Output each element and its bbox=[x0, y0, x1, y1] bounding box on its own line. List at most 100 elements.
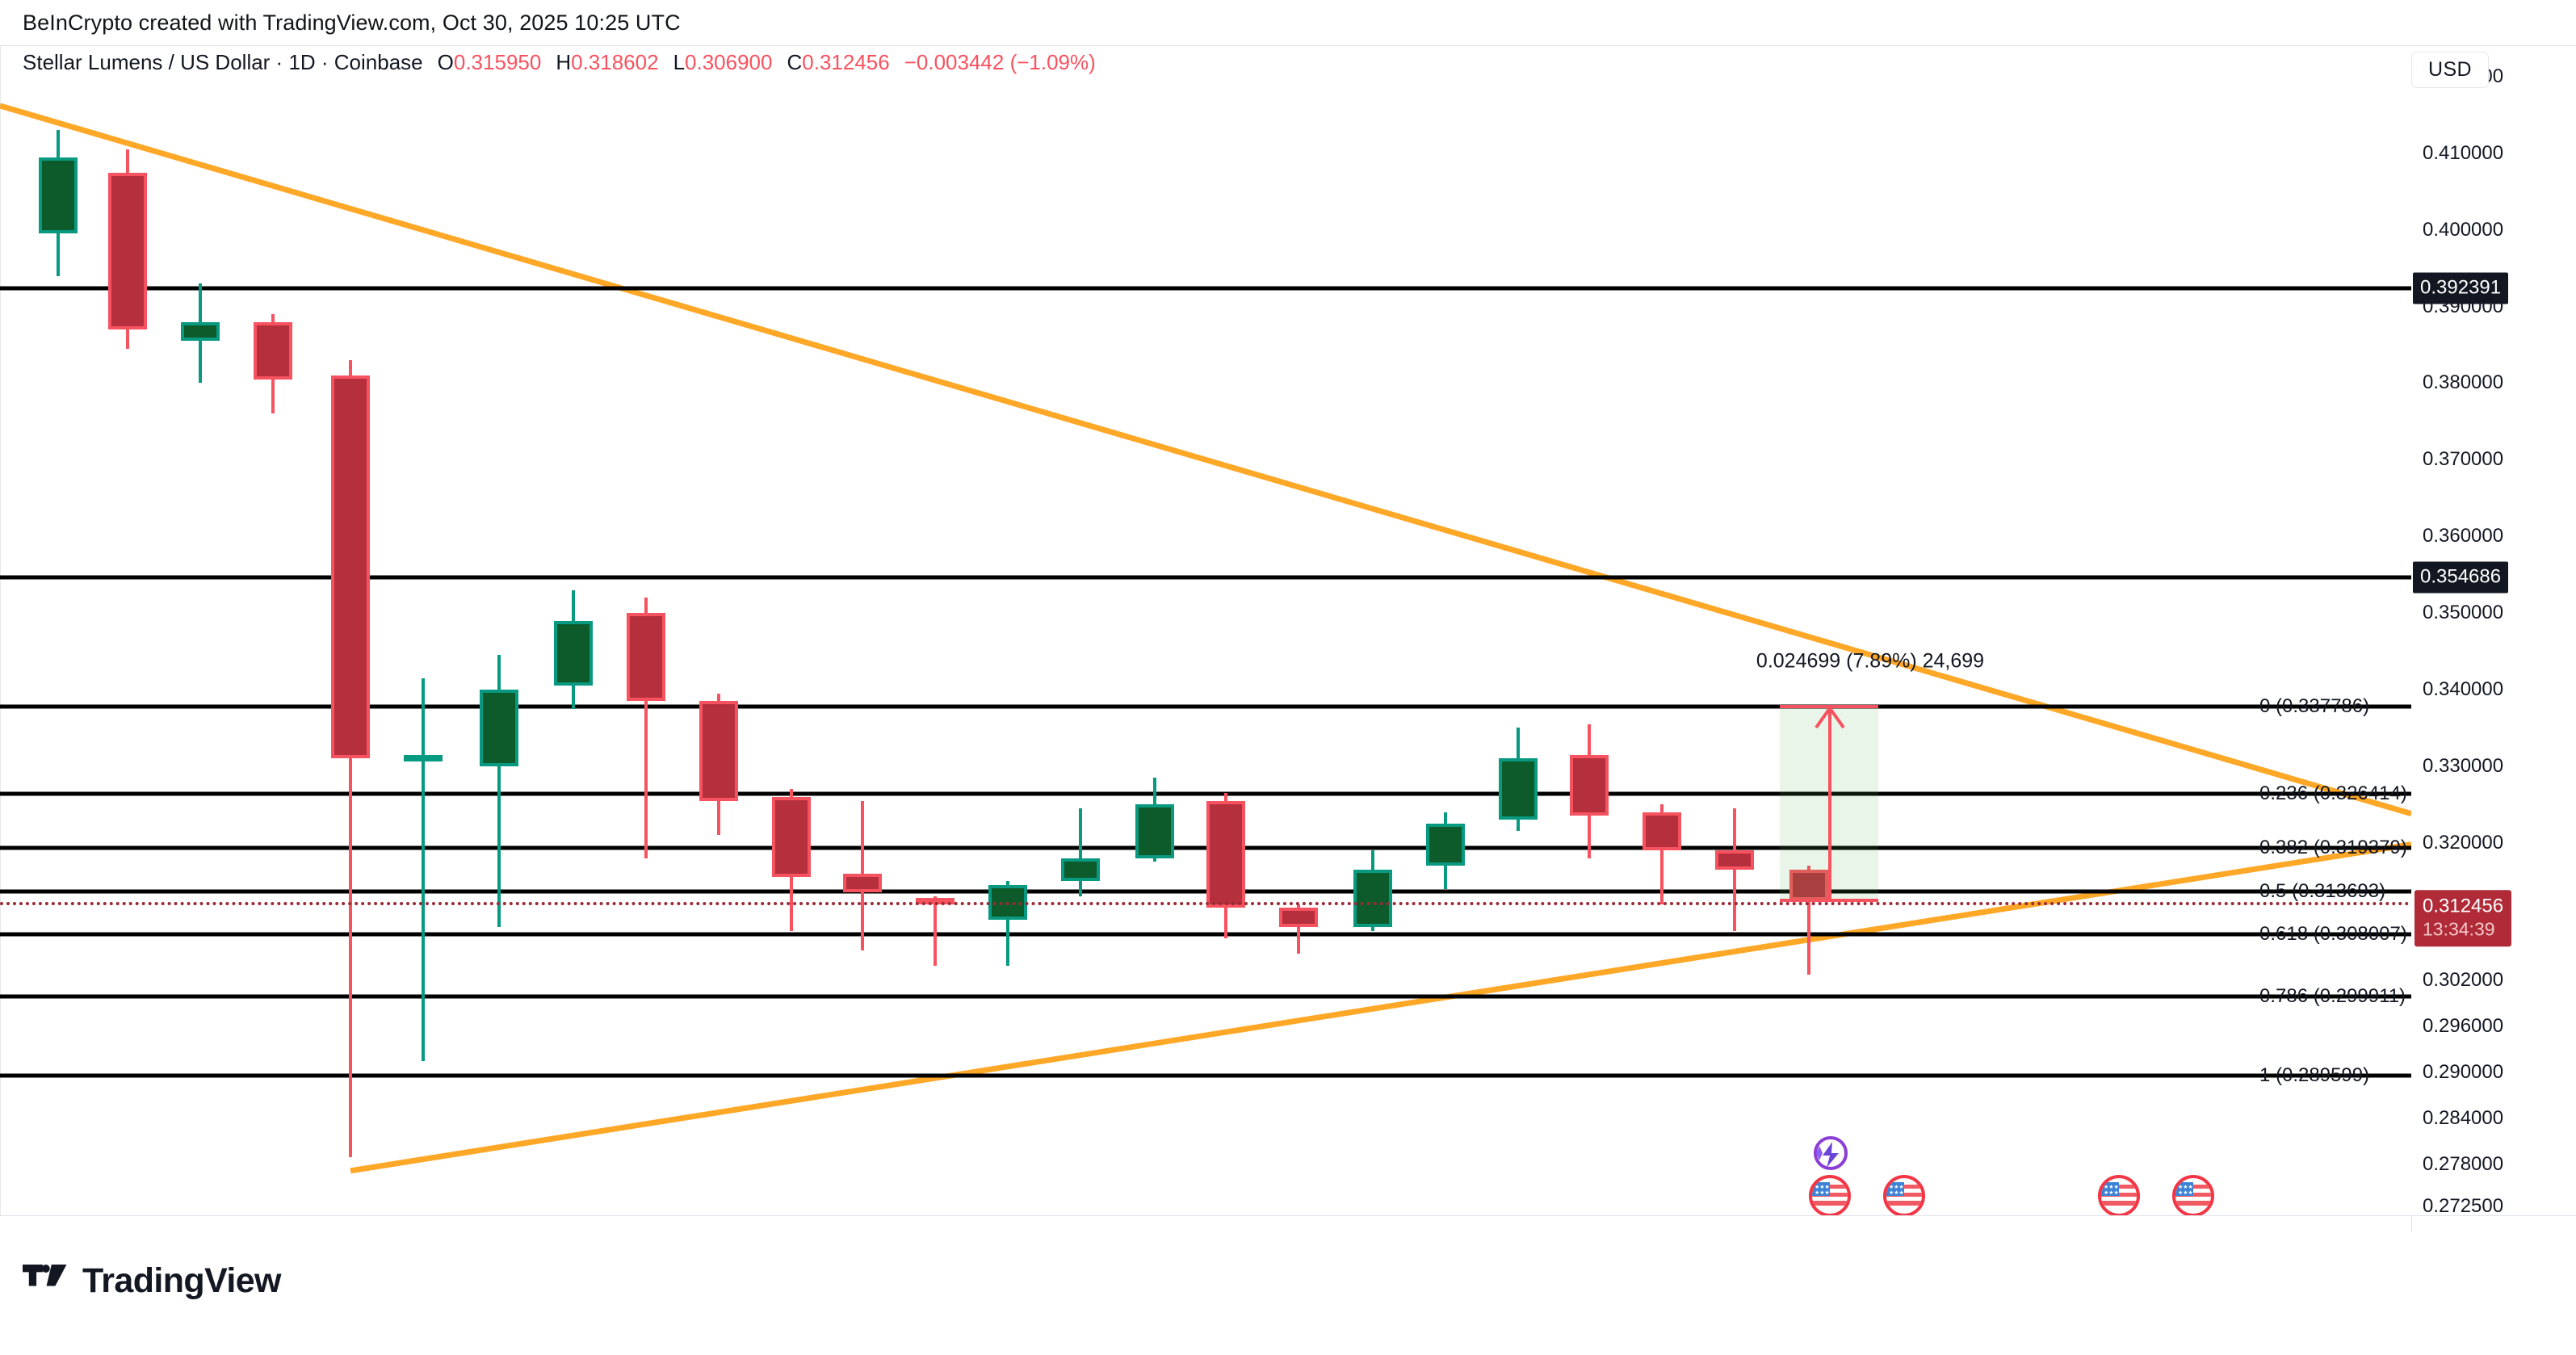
svg-text:★★★: ★★★ bbox=[2104, 1184, 2119, 1190]
price-tick-label: 0.278000 bbox=[2423, 1153, 2504, 1176]
current-price-badge[interactable]: 0.312456 13:34:39 bbox=[2414, 890, 2512, 946]
svg-text:★★★: ★★★ bbox=[1815, 1184, 1830, 1190]
fib-level-stub bbox=[2235, 791, 2253, 796]
fib-level-stub bbox=[2175, 889, 2253, 894]
candle-body bbox=[1353, 869, 1392, 928]
currency-selector[interactable]: USD bbox=[2411, 52, 2489, 88]
fib-level-label[interactable]: 0.236 (0.326414) bbox=[2259, 782, 2407, 804]
price-tick-label: 0.350000 bbox=[2423, 602, 2504, 624]
candle-body bbox=[404, 754, 443, 761]
candle-wick bbox=[1733, 808, 1736, 931]
candle-wick bbox=[1297, 904, 1300, 954]
price-tick-label: 0.290000 bbox=[2423, 1061, 2504, 1084]
symbol-title[interactable]: Stellar Lumens / US Dollar · 1D · Coinba… bbox=[23, 50, 423, 74]
attribution-bar: BeInCrypto created with TradingView.com,… bbox=[23, 10, 681, 35]
hline-fib-0[interactable] bbox=[0, 704, 2411, 709]
fib-level-stub bbox=[2175, 704, 2253, 709]
price-tick-label: 0.302000 bbox=[2423, 969, 2504, 992]
fib-level-label[interactable]: 0.786 (0.299911) bbox=[2259, 985, 2406, 1008]
bar-countdown: 13:34:39 bbox=[2423, 917, 2495, 939]
fib-label-group: 0 (0.337786) bbox=[2175, 46, 2411, 1215]
high-label: H bbox=[556, 50, 572, 74]
highlighted-price-label[interactable]: 0.354686 bbox=[2413, 561, 2509, 594]
measurement-bottom-cap bbox=[1780, 899, 1878, 903]
svg-text:★★★: ★★★ bbox=[2178, 1184, 2193, 1190]
price-tick-label: 0.284000 bbox=[2423, 1107, 2504, 1130]
fib-label-group: 0.786 (0.299911) bbox=[2235, 46, 2411, 1215]
fib-label-group: 0.618 (0.308007) bbox=[2235, 46, 2411, 1215]
fib-label-group: 0.236 (0.326414) bbox=[2235, 46, 2411, 1215]
candle-body bbox=[1715, 850, 1754, 870]
candle-wick bbox=[349, 359, 352, 1157]
us-flag-event-icon[interactable]: ★★★ ★★★ bbox=[1883, 1175, 1925, 1215]
tradingview-logo[interactable]: TradingView bbox=[23, 1261, 282, 1301]
candle-body bbox=[627, 613, 665, 702]
candle-wick bbox=[933, 896, 937, 966]
hline-fib-0.236[interactable] bbox=[0, 791, 2411, 796]
hline-resistance-0.354686[interactable] bbox=[0, 575, 2411, 580]
price-change: −0.003442 (−1.09%) bbox=[904, 50, 1096, 74]
candle-body bbox=[772, 796, 811, 878]
candle-body bbox=[1135, 804, 1174, 858]
price-axis[interactable]: 0.4200000.4100000.4000000.3900000.380000… bbox=[2411, 46, 2576, 1218]
fib-level-stub bbox=[2175, 1073, 2253, 1078]
current-price-value: 0.312456 bbox=[2423, 895, 2504, 917]
ai-lightning-event-icon[interactable] bbox=[1806, 1134, 1850, 1177]
chart-pane[interactable]: 0.024699 (7.89%) 24,699 ★★★ ★★★ ★★★ ★★★ ★★★ ★★… bbox=[0, 46, 2411, 1215]
candle-wick bbox=[1807, 866, 1810, 975]
fib-level-label[interactable]: 0.382 (0.319379) bbox=[2259, 836, 2407, 858]
fib-level-label[interactable]: 0.5 (0.313693) bbox=[2259, 879, 2386, 902]
price-tick-label: 0.400000 bbox=[2423, 218, 2504, 241]
fib-level-label[interactable]: 0.618 (0.308007) bbox=[2259, 923, 2407, 946]
highlighted-price-label[interactable]: 0.392391 bbox=[2413, 272, 2509, 304]
hline-resistance-0.392391[interactable] bbox=[0, 286, 2411, 291]
svg-text:★★★: ★★★ bbox=[1889, 1189, 1904, 1196]
candle-body bbox=[699, 701, 738, 801]
hline-fib-0.618[interactable] bbox=[0, 932, 2411, 937]
footer: TradingView bbox=[0, 1232, 2576, 1355]
fib-level-label[interactable]: 1 (0.289599) bbox=[2259, 1064, 2370, 1087]
svg-text:★★★: ★★★ bbox=[2104, 1189, 2119, 1196]
candle-body bbox=[1206, 800, 1245, 908]
measurement-arrow-head-icon bbox=[1815, 707, 1845, 729]
svg-text:★★★: ★★★ bbox=[1889, 1184, 1904, 1190]
tradingview-wordmark: TradingView bbox=[82, 1261, 282, 1300]
fib-level-stub bbox=[2235, 932, 2253, 937]
us-flag-event-icon[interactable]: ★★★ ★★★ bbox=[1809, 1175, 1851, 1215]
candle-body bbox=[554, 620, 593, 686]
candle-body bbox=[1061, 858, 1100, 882]
candle-body bbox=[1643, 812, 1681, 851]
hline-fib-0.786[interactable] bbox=[0, 994, 2411, 999]
fib-label-group: 0.5 (0.313693) bbox=[2175, 46, 2411, 1215]
measurement-label: 0.024699 (7.89%) 24,699 bbox=[1756, 649, 1985, 673]
price-tick-label: 0.340000 bbox=[2423, 678, 2504, 700]
fib-level-label[interactable]: 0 (0.337786) bbox=[2259, 694, 2370, 717]
price-tick-label: 0.330000 bbox=[2423, 754, 2504, 777]
hline-fib-0.382[interactable] bbox=[0, 845, 2411, 850]
price-tick-label: 0.272500 bbox=[2423, 1195, 2504, 1218]
svg-text:★★★: ★★★ bbox=[1815, 1189, 1830, 1196]
hline-fib-1[interactable] bbox=[0, 1073, 2411, 1078]
price-tick-label: 0.360000 bbox=[2423, 525, 2504, 547]
candle-wick bbox=[644, 598, 648, 858]
candle-body bbox=[1570, 754, 1609, 816]
candle-body bbox=[108, 172, 147, 330]
fib-label-group: 0.382 (0.319379) bbox=[2235, 46, 2411, 1215]
chart-legend[interactable]: Stellar Lumens / US Dollar · 1D · Coinba… bbox=[23, 50, 1096, 75]
us-flag-event-icon[interactable]: ★★★ ★★★ bbox=[2098, 1175, 2140, 1215]
candle-wick bbox=[422, 678, 425, 1062]
candle-body bbox=[1426, 823, 1465, 866]
price-tick-label: 0.370000 bbox=[2423, 448, 2504, 471]
hline-fib-0.5[interactable] bbox=[0, 889, 2411, 894]
us-flag-event-icon[interactable]: ★★★ ★★★ bbox=[2172, 1175, 2214, 1215]
tradingview-mark-icon bbox=[23, 1264, 67, 1286]
pane-left-border bbox=[0, 46, 1, 1215]
candle-body bbox=[1499, 758, 1538, 820]
low-label: L bbox=[673, 50, 686, 74]
svg-text:★★★: ★★★ bbox=[2178, 1189, 2193, 1196]
candle-wick bbox=[1660, 804, 1663, 904]
price-tick-label: 0.320000 bbox=[2423, 831, 2504, 854]
current-price-line[interactable] bbox=[0, 902, 2411, 906]
chart-frame: 0.024699 (7.89%) 24,699 ★★★ ★★★ ★★★ ★★★ ★★★ ★★… bbox=[0, 45, 2576, 1254]
